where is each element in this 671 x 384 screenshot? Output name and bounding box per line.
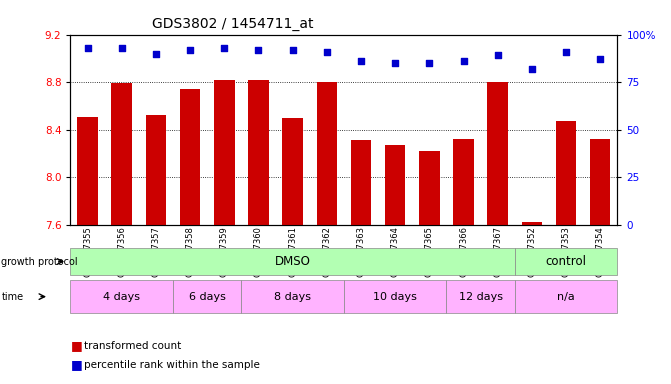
Bar (419, 151, 440, 225)
Point (527, 66, 537, 72)
Text: ■: ■ (70, 339, 83, 352)
Text: 6 days: 6 days (189, 291, 225, 302)
Bar (282, 118, 303, 225)
Bar (248, 80, 268, 225)
Bar (351, 140, 371, 225)
Bar (214, 80, 234, 225)
Bar (590, 139, 611, 225)
Text: growth protocol: growth protocol (1, 257, 78, 266)
Text: GDS3802 / 1454711_at: GDS3802 / 1454711_at (152, 17, 314, 31)
Bar (385, 145, 405, 225)
Text: DMSO: DMSO (274, 255, 311, 268)
Point (390, 60, 401, 66)
Bar (453, 139, 474, 225)
Bar (180, 89, 201, 225)
Text: 10 days: 10 days (373, 291, 417, 302)
Point (424, 60, 435, 66)
Text: 12 days: 12 days (458, 291, 503, 302)
Text: 8 days: 8 days (274, 291, 311, 302)
Bar (556, 121, 576, 225)
Point (561, 49, 572, 55)
Text: control: control (546, 255, 586, 268)
Text: n/a: n/a (557, 291, 575, 302)
Text: transformed count: transformed count (84, 341, 181, 351)
Bar (487, 82, 508, 225)
Text: percentile rank within the sample: percentile rank within the sample (84, 360, 260, 370)
Point (493, 52, 503, 58)
Point (116, 45, 127, 51)
Point (321, 49, 332, 55)
Bar (77, 116, 98, 225)
Point (458, 58, 469, 64)
Point (253, 47, 264, 53)
Text: time: time (1, 291, 23, 302)
Point (595, 56, 606, 62)
Point (287, 47, 298, 53)
Bar (146, 115, 166, 225)
Bar (111, 83, 132, 225)
Point (150, 51, 161, 57)
Bar (317, 82, 337, 225)
Point (82, 45, 93, 51)
Point (219, 45, 229, 51)
Point (356, 58, 366, 64)
Point (185, 47, 195, 53)
Text: 4 days: 4 days (103, 291, 140, 302)
Bar (521, 222, 542, 225)
Text: ■: ■ (70, 358, 83, 371)
